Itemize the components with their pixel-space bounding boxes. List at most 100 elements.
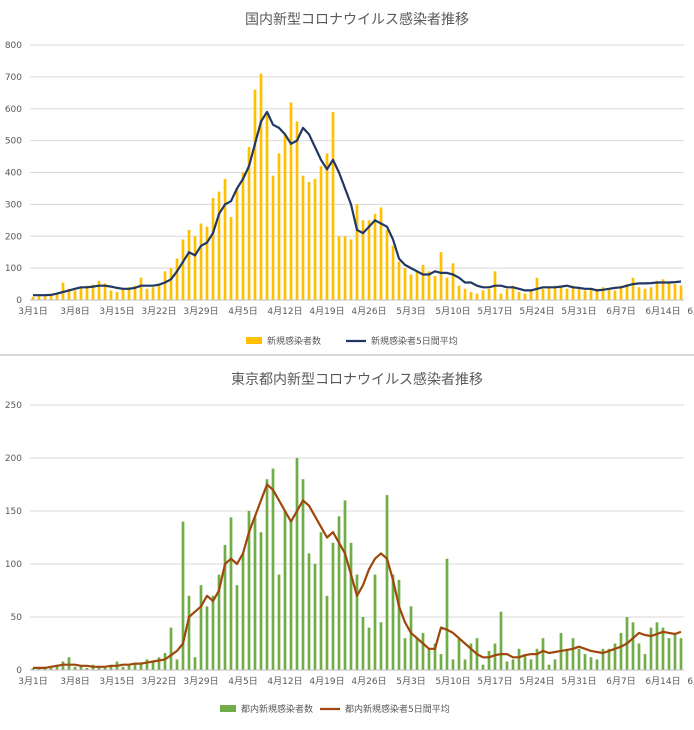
data-bar <box>73 290 77 300</box>
data-bar <box>37 296 41 300</box>
x-tick-label: 6月7日 <box>606 676 635 687</box>
data-bar <box>523 293 527 300</box>
data-bar <box>181 521 185 670</box>
data-bar <box>283 511 287 670</box>
data-bar <box>325 153 329 300</box>
data-bar <box>607 648 611 670</box>
data-bar <box>379 622 383 670</box>
data-bar <box>331 542 335 670</box>
data-bar <box>283 134 287 300</box>
x-tick-label: 4月19日 <box>309 306 344 317</box>
data-bar <box>679 638 683 670</box>
data-bar <box>169 268 173 300</box>
data-bar <box>55 292 59 300</box>
data-bar <box>157 284 161 300</box>
data-bar <box>325 595 329 670</box>
data-bar <box>403 638 407 670</box>
data-bar <box>481 664 485 670</box>
data-bar <box>469 643 473 670</box>
data-bar <box>127 287 131 300</box>
data-bar <box>673 284 677 300</box>
data-bar <box>121 288 125 300</box>
data-bar <box>355 574 359 670</box>
data-bar <box>115 292 119 300</box>
data-bar <box>313 178 317 300</box>
data-bar <box>229 217 233 300</box>
data-bar <box>601 287 605 300</box>
data-bar <box>421 632 425 670</box>
data-bar <box>31 296 35 300</box>
y-tick-label: 600 <box>5 105 22 115</box>
data-bar <box>289 102 293 300</box>
data-bar <box>295 458 299 670</box>
data-bar <box>481 290 485 300</box>
data-bar <box>175 258 179 300</box>
data-bar <box>583 654 587 670</box>
data-bar <box>487 650 491 670</box>
x-tick-label: 5月10日 <box>435 306 470 317</box>
data-bar <box>541 638 545 670</box>
data-bar <box>73 666 77 670</box>
data-bar <box>163 653 167 670</box>
data-bar <box>553 285 557 300</box>
x-tick-label: 3月29日 <box>183 676 218 687</box>
data-bar <box>385 495 389 670</box>
x-tick-label: 4月12日 <box>267 676 302 687</box>
data-bar <box>367 220 371 300</box>
data-bar <box>295 121 299 300</box>
data-bar <box>55 664 59 670</box>
x-tick-label: 5月17日 <box>477 676 512 687</box>
chart-divider <box>0 354 694 356</box>
data-bar <box>145 659 149 670</box>
data-bar <box>373 213 377 300</box>
y-tick-label: 150 <box>5 507 22 517</box>
x-tick-label: 5月3日 <box>396 676 425 687</box>
data-bar <box>649 627 653 670</box>
data-bar <box>457 638 461 670</box>
data-bar <box>313 564 317 670</box>
data-bar <box>571 285 575 300</box>
data-bar <box>319 532 323 670</box>
data-bar <box>187 595 191 670</box>
data-bar <box>511 285 515 300</box>
data-bar <box>469 292 473 300</box>
data-bar <box>463 659 467 670</box>
data-bar <box>91 284 95 300</box>
x-tick-label: 5月31日 <box>561 306 596 317</box>
data-bar <box>217 191 221 300</box>
data-bar <box>199 223 203 300</box>
data-bar <box>529 290 533 300</box>
x-tick-label: 3月29日 <box>183 306 218 317</box>
data-bar <box>505 661 509 670</box>
y-tick-label: 200 <box>5 232 22 242</box>
legend-label-bar: 新規感染者数 <box>267 335 321 347</box>
data-bar <box>553 659 557 670</box>
x-tick-label: 4月12日 <box>267 306 302 317</box>
chart-title: 国内新型コロナウイルス感染者推移 <box>245 11 469 28</box>
data-bar <box>361 220 365 300</box>
data-bar <box>421 264 425 300</box>
chart-title: 東京都内新型コロナウイルス感染者推移 <box>231 371 483 388</box>
data-bar <box>121 666 125 670</box>
legend-swatch-bar <box>246 337 262 344</box>
data-bar <box>637 643 641 670</box>
y-tick-label: 0 <box>16 666 22 676</box>
y-tick-label: 300 <box>5 200 22 210</box>
data-bar <box>667 282 671 300</box>
data-bar <box>319 166 323 300</box>
data-bar <box>487 288 491 300</box>
data-bar <box>133 285 137 300</box>
x-tick-label: 6月21日 <box>687 306 694 317</box>
data-bar <box>337 516 341 670</box>
data-bar <box>43 295 47 300</box>
data-bar <box>517 292 521 300</box>
data-bar <box>139 662 143 670</box>
data-bar <box>415 271 419 300</box>
legend-label-line: 新規感染者5日間平均 <box>371 335 458 347</box>
data-bar <box>505 288 509 300</box>
data-bar <box>205 606 209 670</box>
data-bar <box>655 622 659 670</box>
data-bar <box>427 271 431 300</box>
data-bar <box>439 252 443 300</box>
data-bar <box>451 263 455 300</box>
